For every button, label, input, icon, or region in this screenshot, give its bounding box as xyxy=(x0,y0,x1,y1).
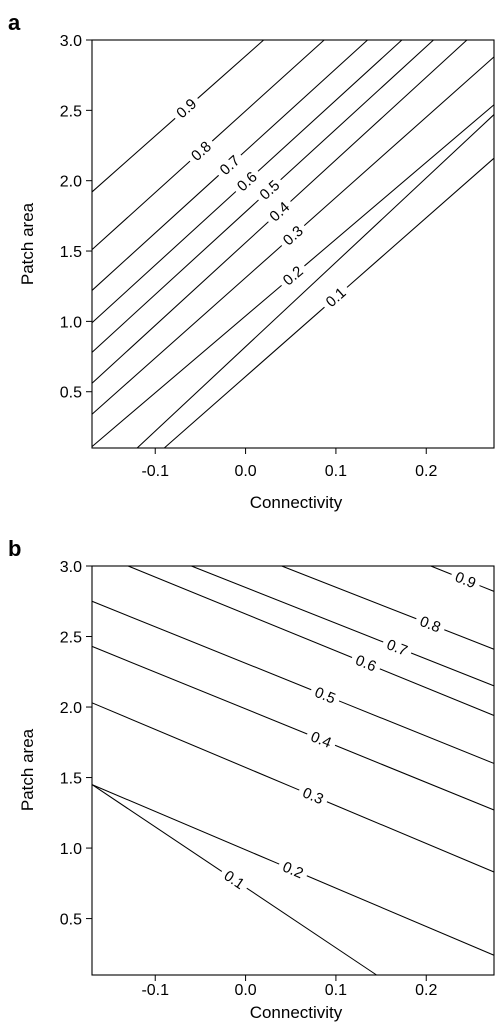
panel-a-contour-line xyxy=(257,39,403,172)
panel-b-contour-line xyxy=(281,565,417,620)
panel-b-contours: 0.9 0.8 0.70.6 0.5 0.4 0.3 0.2 0.1 xyxy=(91,565,495,976)
panel-a-contour-line xyxy=(240,39,368,156)
panel-b-y-axis-title: Patch area xyxy=(18,728,37,811)
panel-a-contour-label: 0.4 xyxy=(266,199,293,226)
panel-a-contour-label: 0.8 xyxy=(188,138,215,165)
panel-b-contour-line xyxy=(338,700,495,764)
panel-b-contour-label: 0.6 xyxy=(353,652,379,676)
panel-a-x-axis-title: Connectivity xyxy=(250,493,343,512)
panel-b-contour-label: 0.7 xyxy=(384,636,410,659)
panel-a-contour-line xyxy=(91,245,283,415)
panel-a-x-tick-label: 0.1 xyxy=(325,463,347,480)
panel-b-x-tick-label: 0.0 xyxy=(234,982,256,999)
panel-b-contour-line xyxy=(306,875,495,956)
panel-a-contour-line xyxy=(304,104,495,267)
panel-a-contour-line xyxy=(290,39,468,202)
panel-b-contour-line xyxy=(379,668,495,716)
panel-b-contour-line xyxy=(326,801,495,873)
panel-b-x-tick-label: -0.1 xyxy=(141,982,169,999)
panel-b-contour-line xyxy=(191,565,384,643)
panel-b-contour-line xyxy=(91,702,300,791)
panel-a-contour-label: 0.7 xyxy=(217,152,244,179)
panel-b-y-tick-label: 2.5 xyxy=(60,630,82,647)
panel-b-contour-label: 0.4 xyxy=(308,728,334,752)
panel-a-contour-line xyxy=(303,56,495,226)
panel-b-y-tick-label: 3.0 xyxy=(60,559,82,576)
panel-b-contour-line xyxy=(246,887,377,976)
panel-a-contour-line xyxy=(91,199,259,353)
panel-a-contour-line xyxy=(197,39,264,99)
panel-b-contour-line xyxy=(91,784,223,872)
panel-a-contour-line xyxy=(280,39,434,181)
panel-a-letter: a xyxy=(8,10,21,35)
panel-a-contour-line xyxy=(91,160,191,251)
panel-a-contour-line xyxy=(91,221,269,384)
panel-b-contour-line xyxy=(479,585,495,592)
panel-b-contour-label: 0.2 xyxy=(280,858,306,882)
panel-b-x-tick-label: 0.1 xyxy=(325,982,347,999)
panel-b-contour-line xyxy=(91,645,308,735)
panel-a-contour-line xyxy=(211,39,325,142)
panel-a-contour-line xyxy=(163,306,325,449)
panel-a-ticks: -0.1 0.0 0.1 0.2 0.5 1.0 1.5 2.0 2.5 3.0 xyxy=(60,33,438,480)
panel-b-contour-line xyxy=(334,744,495,811)
panel-b-contour-label: 0.5 xyxy=(312,684,338,708)
panel-b-contour-label: 0.8 xyxy=(417,613,443,636)
panel-a-y-tick-label: 2.0 xyxy=(60,174,82,191)
panel-b-y-tick-label: 1.0 xyxy=(60,841,82,858)
panel-b-y-tick-label: 2.0 xyxy=(60,700,82,717)
panel-a: a -0.1 0.0 0.1 0.2 0.5 1.0 1.5 2.0 2.5 3.0 0.9 0.8… xyxy=(8,10,495,512)
panel-a-x-tick-label: -0.1 xyxy=(141,463,169,480)
panel-b-y-tick-label: 0.5 xyxy=(60,912,82,929)
panel-b-contour-line xyxy=(410,652,495,687)
panel-b-letter: b xyxy=(8,536,21,561)
panel-a-contours: 0.90.80.70.60.50.40.30.20.1 xyxy=(91,39,495,449)
panel-a-y-tick-label: 0.5 xyxy=(60,385,82,402)
panel-a-x-tick-label: 0.2 xyxy=(415,463,437,480)
panel-a-x-tick-label: 0.0 xyxy=(234,463,256,480)
panel-b-contour-line xyxy=(91,784,280,865)
panel-a-y-tick-label: 1.5 xyxy=(60,244,82,261)
panel-a-y-tick-label: 3.0 xyxy=(60,33,82,50)
panel-b-x-tick-label: 0.2 xyxy=(415,982,437,999)
panel-a-plot-frame xyxy=(91,39,495,449)
panel-b-contour-label: 0.3 xyxy=(300,784,326,808)
panel-b-contour-label: 0.1 xyxy=(221,867,248,893)
panel-b-ticks: -0.1 0.0 0.1 0.2 0.5 1.0 1.5 2.0 2.5 3.0 xyxy=(60,559,438,999)
panel-b: b -0.1 0.0 0.1 0.2 0.5 1.0 1.5 2.0 2.5 3.0 0.9 0.8… xyxy=(8,536,495,1022)
panel-b-contour-line xyxy=(444,629,495,650)
panel-a-contour-line xyxy=(91,174,220,291)
panel-a-contour-label: 0.1 xyxy=(323,284,350,311)
panel-b-contour-line xyxy=(430,565,452,575)
panel-b-y-tick-label: 1.5 xyxy=(60,771,82,788)
panel-a-y-tick-label: 2.5 xyxy=(60,103,82,120)
panel-b-contour-line xyxy=(127,565,353,658)
panel-a-contour-label: 0.9 xyxy=(173,95,200,122)
panel-a-contour-label: 0.3 xyxy=(280,223,307,250)
panel-a-contour-line xyxy=(136,114,495,449)
panel-a-contour-line xyxy=(346,157,495,288)
panel-b-plot-frame xyxy=(91,565,495,976)
panel-a-contour-label: 0.2 xyxy=(280,263,307,289)
panel-a-contour-line xyxy=(91,117,176,193)
panel-a-contour-line xyxy=(91,191,237,324)
panel-a-contour-line xyxy=(91,284,282,447)
panel-b-x-axis-title: Connectivity xyxy=(250,1003,343,1022)
panel-b-contour-label: 0.9 xyxy=(453,569,479,593)
panel-b-contour-line xyxy=(91,600,312,691)
panel-a-y-tick-label: 1.0 xyxy=(60,314,82,331)
panel-a-y-axis-title: Patch area xyxy=(18,202,37,285)
